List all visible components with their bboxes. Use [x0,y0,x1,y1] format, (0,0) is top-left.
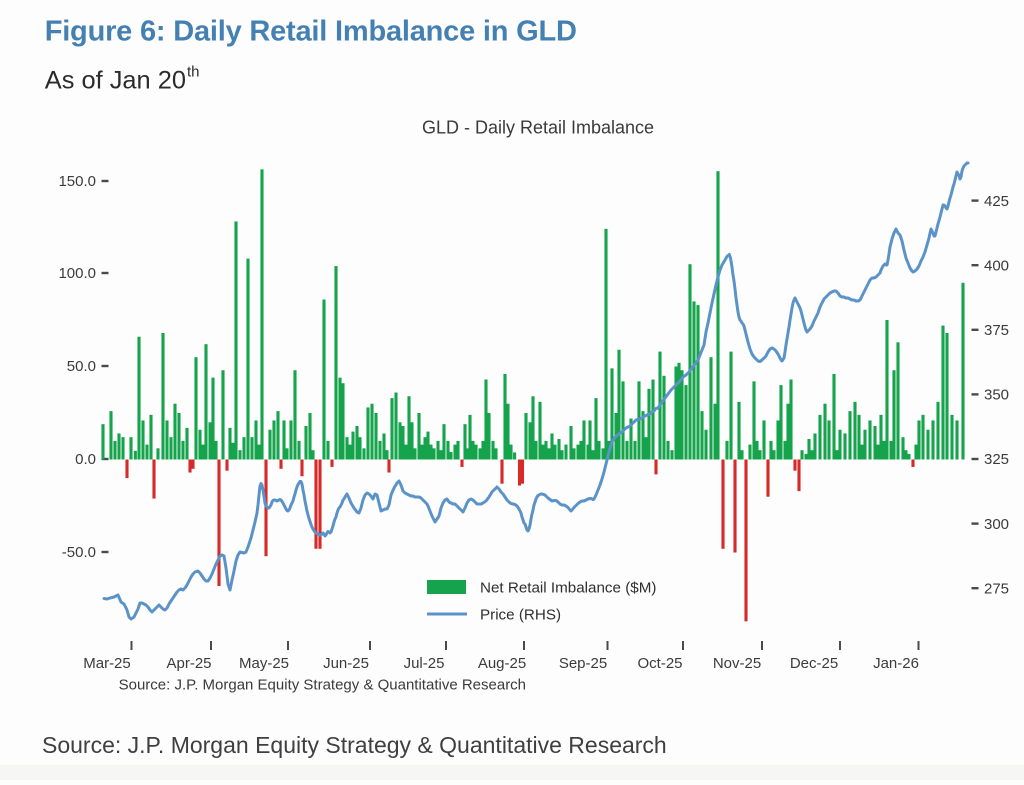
svg-text:100.0: 100.0 [58,265,96,282]
svg-text:Net Retail Imbalance ($M): Net Retail Imbalance ($M) [480,580,656,597]
svg-text:400: 400 [984,257,1009,274]
svg-text:150.0: 150.0 [58,173,96,190]
svg-text:350: 350 [984,387,1009,404]
svg-text:Jul-25: Jul-25 [404,655,445,672]
svg-text:Source: J.P. Morgan Equity Str: Source: J.P. Morgan Equity Strategy & Qu… [119,677,526,694]
svg-text:375: 375 [984,322,1009,339]
svg-text:325: 325 [984,451,1009,468]
svg-text:Nov-25: Nov-25 [713,655,761,672]
svg-text:May-25: May-25 [239,655,289,672]
svg-text:275: 275 [984,580,1009,597]
svg-text:th: th [187,64,200,81]
svg-text:Jan-26: Jan-26 [873,655,919,672]
svg-text:Price (RHS): Price (RHS) [480,607,561,624]
svg-text:Aug-25: Aug-25 [478,655,526,672]
svg-text:300: 300 [984,516,1009,533]
svg-text:Jun-25: Jun-25 [323,655,369,672]
svg-text:Source: J.P. Morgan Equity Str: Source: J.P. Morgan Equity Strategy & Qu… [42,732,667,758]
svg-text:-50.0: -50.0 [62,544,96,561]
svg-text:Figure 6: Daily Retail Imbalan: Figure 6: Daily Retail Imbalance in GLD [45,16,577,48]
svg-text:Sep-25: Sep-25 [559,655,607,672]
svg-text:Mar-25: Mar-25 [83,655,131,672]
svg-text:425: 425 [984,193,1009,210]
svg-text:Apr-25: Apr-25 [166,655,211,672]
svg-text:Oct-25: Oct-25 [637,655,682,672]
svg-text:Dec-25: Dec-25 [790,655,838,672]
svg-text:As of Jan 20: As of Jan 20 [45,67,186,95]
svg-text:50.0: 50.0 [67,358,96,375]
svg-text:0.0: 0.0 [75,451,96,468]
svg-text:GLD - Daily Retail Imbalance: GLD - Daily Retail Imbalance [422,118,654,138]
